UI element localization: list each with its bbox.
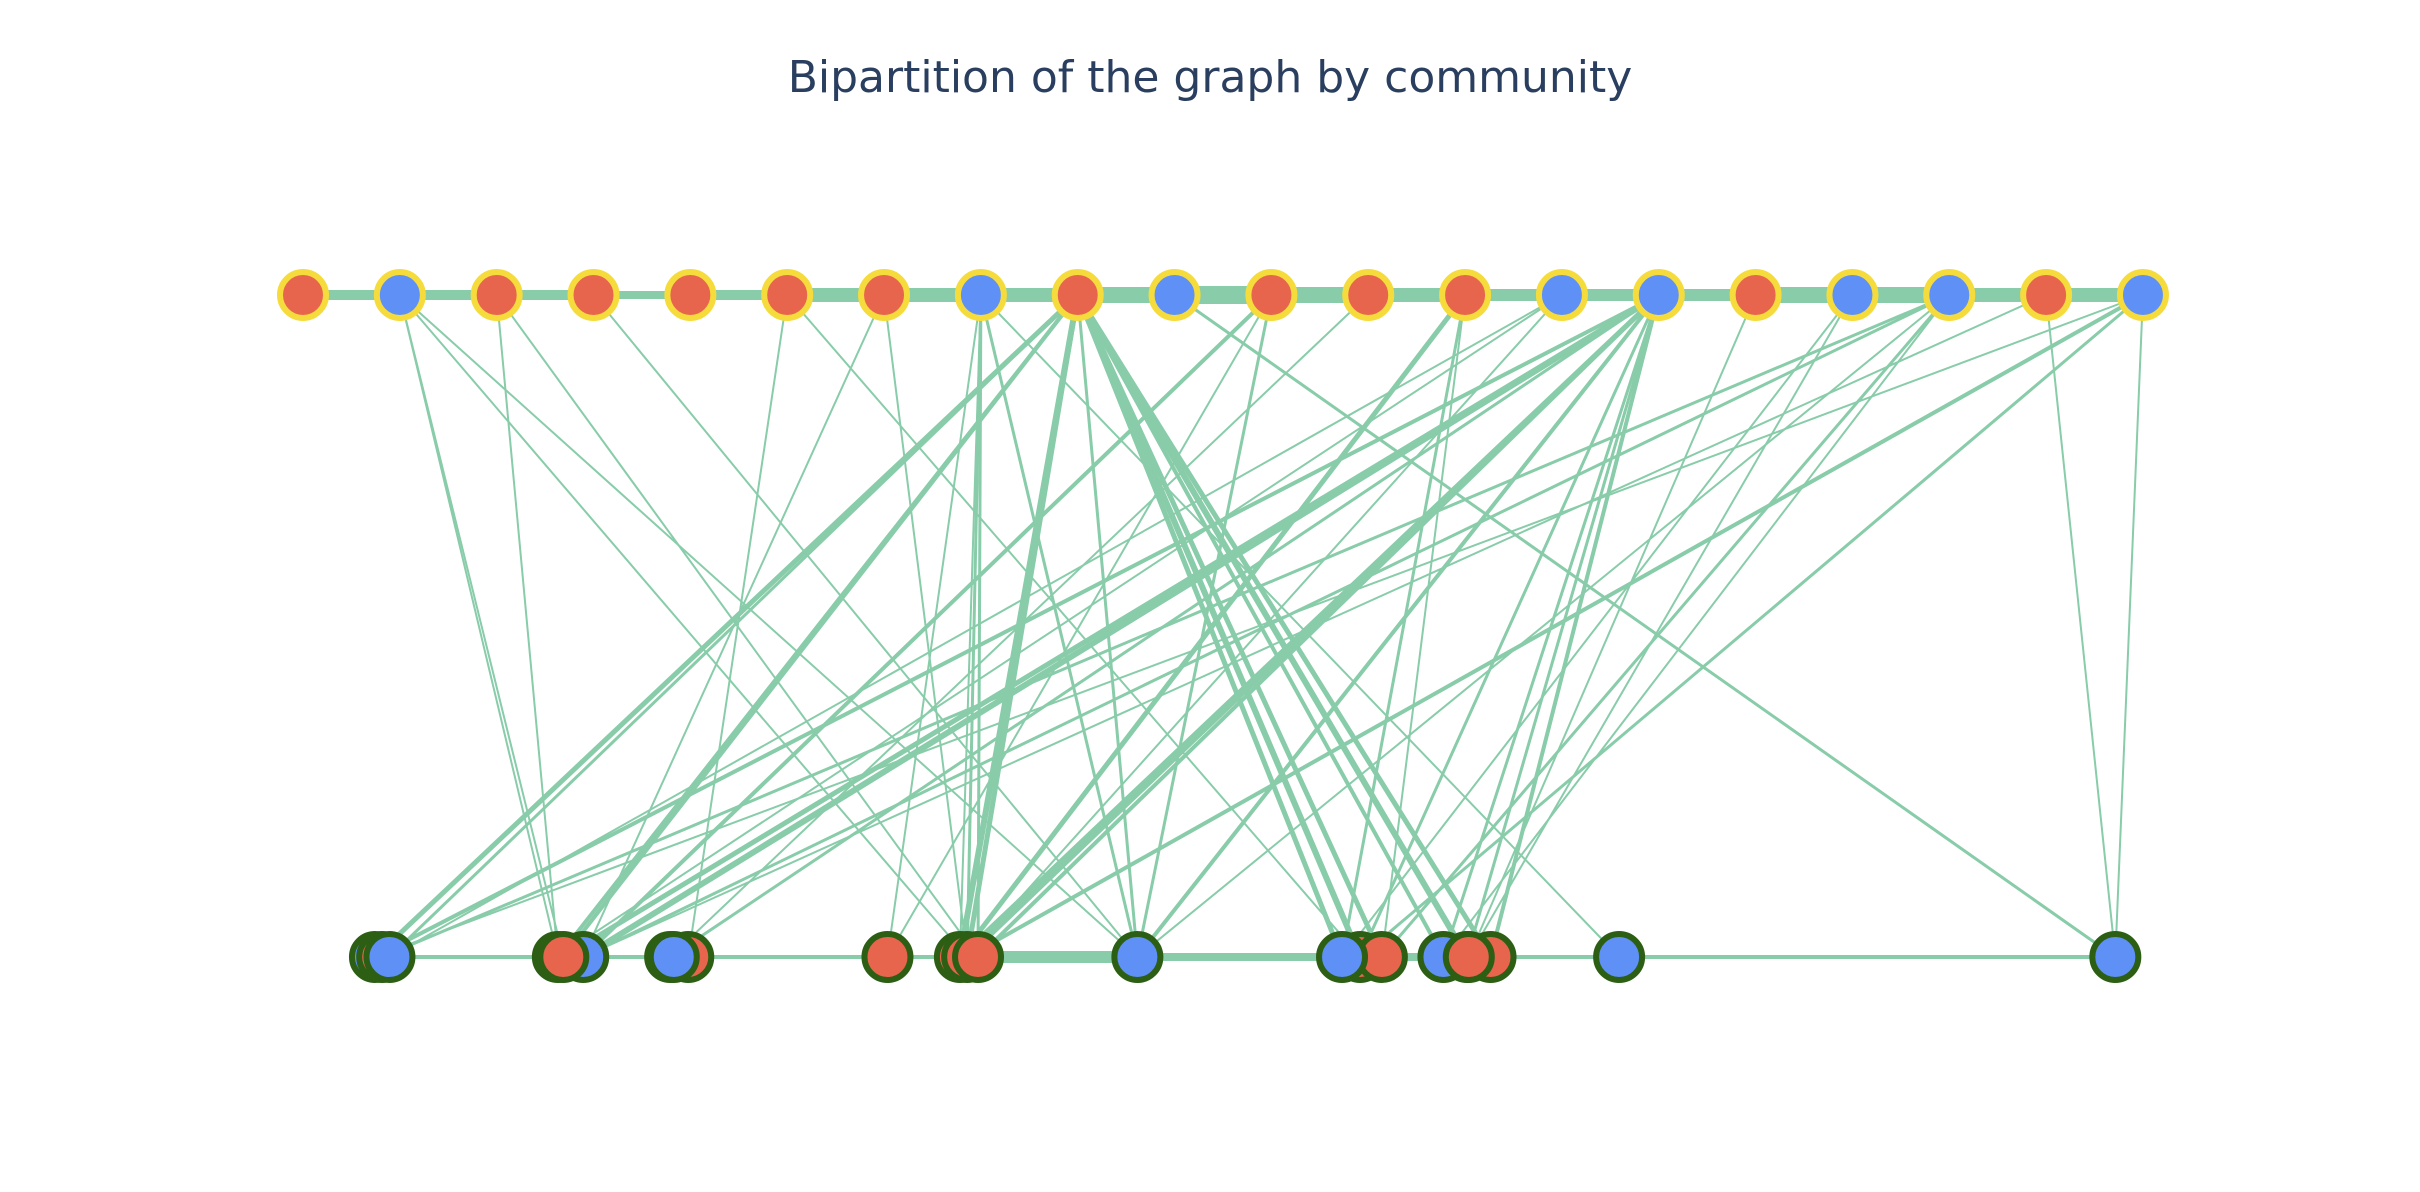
- top-node-community-a: [858, 269, 911, 321]
- bottom-node-community-a: [861, 931, 914, 983]
- edge-layer: [298, 286, 2150, 963]
- cross-edge: [1136, 294, 1951, 958]
- top-node-community-a: [1051, 269, 1104, 321]
- top-node-community-a: [470, 269, 523, 321]
- top-node-community-b: [954, 269, 1007, 321]
- cross-edge: [1467, 294, 1757, 958]
- cross-edge: [380, 293, 1951, 959]
- cross-edge: [1465, 293, 1661, 959]
- chart-title: Bipartition of the graph by community: [787, 52, 1633, 103]
- top-node-community-b: [1923, 269, 1976, 321]
- cross-edge: [1380, 293, 1951, 959]
- bottom-node-community-b: [647, 931, 700, 983]
- cross-edge: [1488, 293, 1661, 959]
- top-node-community-b: [1632, 269, 1685, 321]
- top-node-community-a: [1342, 269, 1395, 321]
- cross-edge: [786, 294, 1362, 958]
- cross-edge: [2045, 294, 2117, 958]
- top-node-community-a: [1439, 269, 1492, 321]
- cross-edge: [687, 294, 789, 958]
- cross-edge: [387, 293, 1080, 959]
- cross-edge: [372, 292, 1081, 960]
- bottom-node-community-b: [363, 931, 416, 983]
- cross-edge: [1442, 294, 1951, 958]
- cross-edge: [581, 293, 1951, 959]
- cross-edge: [398, 294, 1139, 958]
- cross-edge: [1076, 293, 1471, 959]
- cross-edge: [1467, 294, 1854, 958]
- cross-edge: [373, 294, 2144, 958]
- bottom-node-community-b: [2089, 931, 2142, 983]
- top-node-community-a: [761, 269, 814, 321]
- cross-edge: [1074, 292, 1364, 960]
- cross-edge: [1135, 293, 1273, 959]
- cross-edge: [1341, 294, 1854, 958]
- top-node-community-a: [277, 269, 329, 321]
- cross-edge: [556, 294, 1563, 958]
- top-node-community-b: [2116, 269, 2169, 321]
- top-node-community-b: [1826, 269, 1879, 321]
- node-layer: [277, 269, 2169, 983]
- top-node-community-a: [567, 269, 620, 321]
- cross-edge: [1358, 293, 2145, 959]
- top-node-community-b: [373, 269, 426, 321]
- cross-edge: [886, 294, 982, 958]
- top-node-community-a: [664, 269, 717, 321]
- cross-edge: [964, 292, 1081, 960]
- cross-edge: [976, 293, 1661, 959]
- cross-edge: [886, 294, 1273, 958]
- cross-edge: [965, 293, 2145, 959]
- cross-edge: [560, 292, 1662, 960]
- cross-edge: [1380, 294, 1467, 958]
- cross-edge: [495, 294, 559, 958]
- cross-edge: [1075, 292, 1494, 960]
- cross-edge: [1358, 293, 1661, 959]
- cross-edge: [1075, 292, 1385, 960]
- top-node-community-b: [1148, 269, 1201, 321]
- cross-edge: [957, 292, 1468, 960]
- bottom-node-community-a: [952, 931, 1005, 983]
- cross-edge: [1135, 293, 1661, 959]
- top-node-community-a: [1245, 269, 1298, 321]
- cross-edge: [398, 294, 565, 958]
- top-node-community-a: [2020, 269, 2073, 321]
- top-node-community-a: [1729, 269, 1782, 321]
- cross-edge: [582, 294, 2048, 958]
- bottom-node-community-a: [537, 931, 590, 983]
- cross-edge: [398, 294, 969, 958]
- cross-edge: [976, 293, 983, 959]
- bottom-node-community-b: [1316, 931, 1369, 983]
- cross-edge: [372, 293, 1661, 959]
- bottom-node-community-a: [1442, 931, 1495, 983]
- cross-edge: [2114, 294, 2144, 958]
- bottom-node-community-b: [1593, 931, 1646, 983]
- top-node-community-b: [1535, 269, 1588, 321]
- cross-edge: [561, 293, 1080, 959]
- bottom-node-community-b: [1111, 931, 1164, 983]
- cross-edge: [1173, 293, 2117, 959]
- cross-edge: [581, 293, 1274, 959]
